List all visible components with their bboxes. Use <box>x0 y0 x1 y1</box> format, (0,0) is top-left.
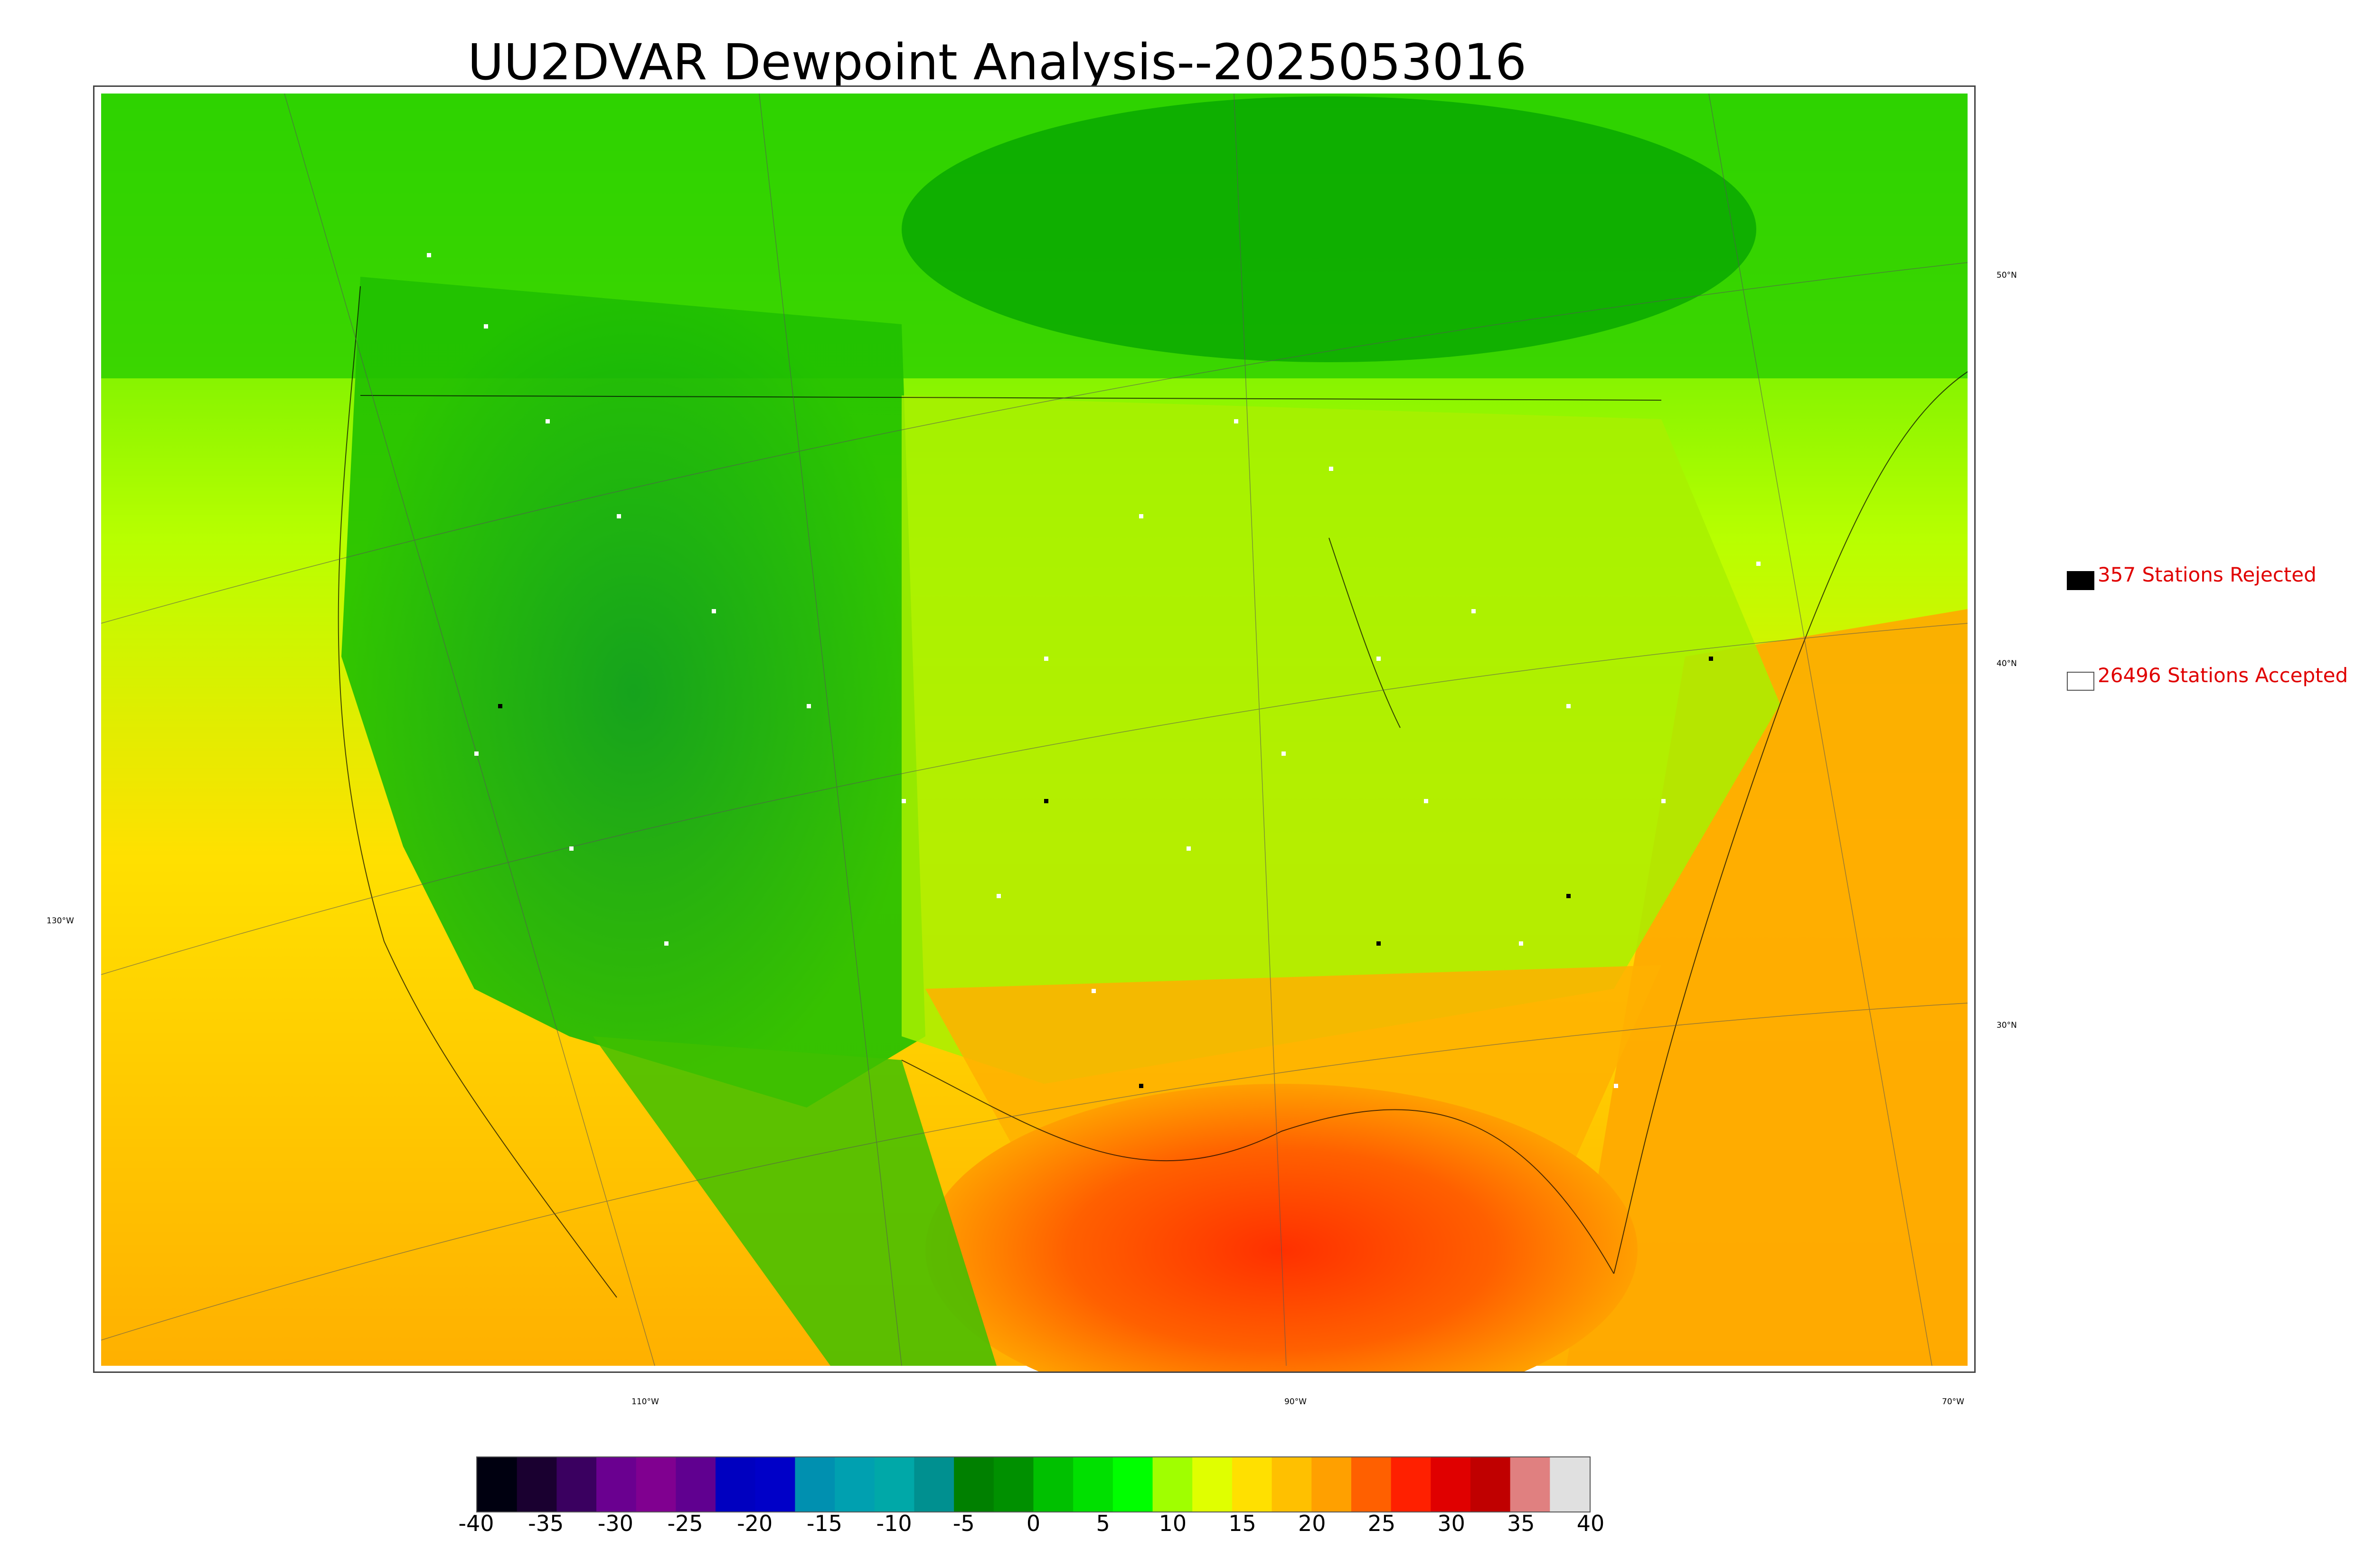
colorbar-segment <box>556 1457 597 1512</box>
colorbar-segment <box>517 1457 557 1512</box>
lon-label-110w: 110°W <box>631 1397 659 1407</box>
colorbar-segment <box>914 1457 955 1512</box>
colorbar-segment <box>1232 1457 1272 1512</box>
accepted-stations <box>427 253 1761 1088</box>
colorbar-tick-label: 30 <box>1437 1511 1465 1536</box>
colorbar-tick-label: 20 <box>1298 1511 1326 1536</box>
colorbar-segment <box>1510 1457 1551 1512</box>
colorbar-tick-label: -10 <box>876 1511 912 1536</box>
colorbar-segment <box>795 1457 836 1512</box>
lon-label-130w: 130°W <box>47 916 74 926</box>
colorbar-segment <box>954 1457 994 1512</box>
dewpoint-map <box>93 85 1976 1373</box>
rejected-swatch <box>2067 571 2094 590</box>
colorbar-tick-label: 10 <box>1159 1511 1187 1536</box>
colorbar-tick-label: 15 <box>1228 1511 1256 1536</box>
colorbar-segment <box>1073 1457 1113 1512</box>
colorbar-segment <box>1351 1457 1392 1512</box>
colorbar-tick-label: 0 <box>1026 1511 1041 1536</box>
colorbar-tick-label: -20 <box>737 1511 773 1536</box>
colorbar-segment <box>1112 1457 1153 1512</box>
colorbar <box>476 1456 1591 1512</box>
colorbar-tick-label: -30 <box>597 1511 633 1536</box>
colorbar-segment <box>636 1457 677 1512</box>
colorbar-tick-label: 5 <box>1096 1511 1110 1536</box>
colorbar-segment <box>1431 1457 1471 1512</box>
colorbar-segment <box>716 1457 756 1512</box>
lat-label-40n: 40°N <box>1997 659 2017 668</box>
colorbar-segment <box>755 1457 796 1512</box>
colorbar-segment <box>1272 1457 1312 1512</box>
colorbar-segment <box>1152 1457 1193 1512</box>
colorbar-segment <box>874 1457 915 1512</box>
colorbar-tick-label: 25 <box>1367 1511 1396 1536</box>
colorbar-tick-label: 40 <box>1576 1511 1605 1536</box>
colorbar-tick-label: -5 <box>952 1511 975 1536</box>
rejected-label: 357 Stations Rejected <box>2098 563 2317 586</box>
lon-label-90w: 90°W <box>1284 1397 1307 1407</box>
colorbar-segment <box>1033 1457 1074 1512</box>
border-lines <box>338 286 1968 1298</box>
accepted-label: 26496 Stations Accepted <box>2098 664 2348 687</box>
colorbar-tick-label: -15 <box>806 1511 843 1536</box>
colorbar-tick-label: 35 <box>1507 1511 1535 1536</box>
page-title: UU2DVAR Dewpoint Analysis--2025053016 <box>467 33 1527 91</box>
colorbar-segment <box>993 1457 1034 1512</box>
colorbar-tick-label: -25 <box>667 1511 703 1536</box>
lat-label-50n: 50°N <box>1997 271 2017 280</box>
colorbar-segment <box>1192 1457 1233 1512</box>
accepted-swatch <box>2067 672 2094 691</box>
colorbar-segment <box>1550 1457 1590 1512</box>
colorbar-tick-label: -40 <box>458 1511 494 1536</box>
colorbar-segment <box>477 1457 518 1512</box>
rejected-stations <box>498 657 1713 1088</box>
colorbar-segment <box>676 1457 716 1512</box>
lat-label-30n: 30°N <box>1997 1021 2017 1030</box>
colorbar-segment <box>596 1457 637 1512</box>
colorbar-tick-label: -35 <box>528 1511 564 1536</box>
graticule <box>101 93 1968 1366</box>
colorbar-segment <box>835 1457 875 1512</box>
colorbar-segment <box>1470 1457 1511 1512</box>
lon-label-70w: 70°W <box>1942 1397 1964 1407</box>
colorbar-svg <box>477 1457 1590 1512</box>
colorbar-segment <box>1311 1457 1352 1512</box>
colorbar-segment <box>1391 1457 1432 1512</box>
map-svg <box>101 93 1968 1371</box>
